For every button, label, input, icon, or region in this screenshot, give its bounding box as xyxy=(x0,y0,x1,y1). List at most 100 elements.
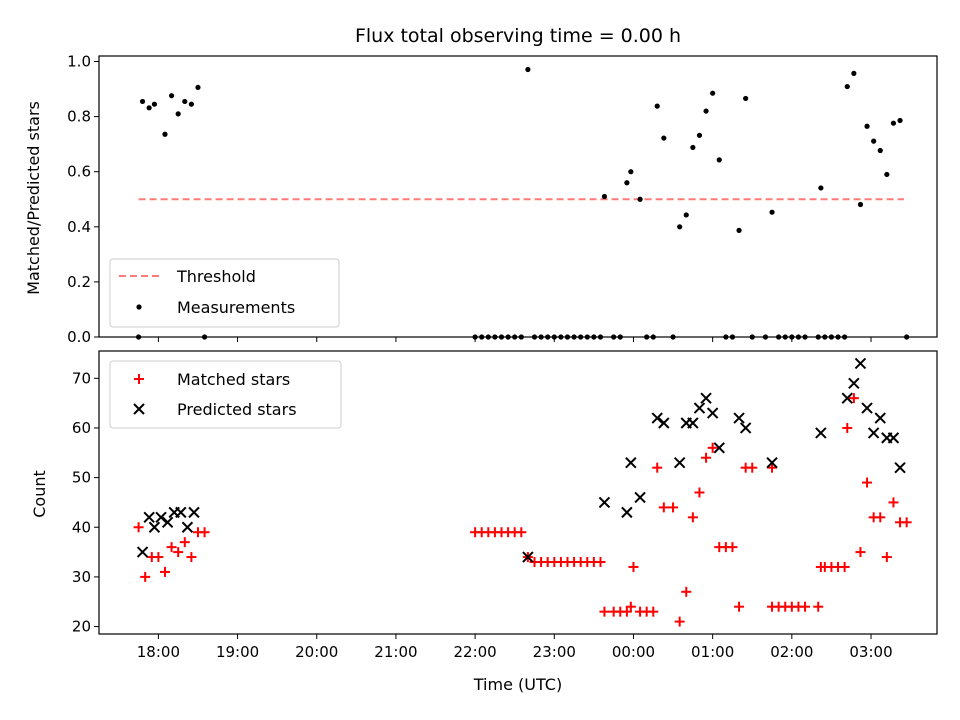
matched-stars-marker xyxy=(516,527,527,538)
predicted-stars-marker xyxy=(739,422,752,434)
predicted-stars-marker xyxy=(874,412,886,424)
x-tick-label: 01:00 xyxy=(691,643,734,661)
x-tick-label: 03:00 xyxy=(849,643,892,661)
measurement-point xyxy=(162,131,168,137)
measurement-point xyxy=(525,66,531,73)
predicted-stars-marker xyxy=(841,392,853,404)
predicted-stars-marker xyxy=(894,461,906,474)
predicted-stars-marker xyxy=(651,412,663,424)
matched-stars-marker xyxy=(701,452,712,463)
measurement-point xyxy=(851,70,857,76)
measurement-point xyxy=(844,83,850,90)
matched-stars-marker xyxy=(186,552,197,563)
legend-matched-label: Matched stars xyxy=(177,370,290,389)
bottom-ylabel: Count xyxy=(30,470,49,518)
x-tick-label: 02:00 xyxy=(770,643,813,661)
x-tick-label: 18:00 xyxy=(137,643,180,661)
y-tick-label: 50 xyxy=(72,469,91,487)
x-tick-label: 20:00 xyxy=(295,643,338,661)
matched-stars-marker xyxy=(747,462,758,473)
measurement-point xyxy=(175,111,181,117)
predicted-stars-marker xyxy=(181,521,194,533)
measurement-point xyxy=(624,180,630,186)
matched-stars-marker xyxy=(727,542,738,553)
x-tick-label: 00:00 xyxy=(612,643,655,661)
matched-stars-marker xyxy=(855,547,866,558)
measurement-point xyxy=(182,98,188,105)
predicted-stars-marker xyxy=(867,427,880,439)
matched-stars-marker xyxy=(159,566,170,577)
measurement-point xyxy=(871,138,877,144)
legend: Threshold Measurements xyxy=(109,258,340,328)
matched-stars-marker xyxy=(628,561,639,572)
measurement-point xyxy=(683,212,689,218)
predicted-stars-marker xyxy=(155,511,167,524)
measurement-point xyxy=(146,105,152,111)
measurement-point xyxy=(661,135,667,141)
measurement-point xyxy=(696,132,703,138)
predicted-stars-marker xyxy=(658,417,670,429)
predicted-stars-marker xyxy=(136,546,149,558)
predicted-stars-marker xyxy=(733,412,745,424)
measurement-point xyxy=(890,120,897,126)
predicted-stars-marker xyxy=(848,377,860,389)
legend-threshold-label: Threshold xyxy=(176,267,256,286)
measurement-point xyxy=(151,101,158,107)
matched-stars-marker xyxy=(767,462,778,473)
measurement-point xyxy=(769,209,775,215)
measurement-point xyxy=(188,101,194,107)
legend-matched-swatch xyxy=(134,374,144,384)
measurement-point xyxy=(195,84,201,91)
matched-stars-marker xyxy=(668,502,679,513)
predicted-stars-marker xyxy=(673,457,686,469)
x-tick-label: 21:00 xyxy=(374,643,417,661)
matched-stars-marker xyxy=(881,552,892,563)
matched-stars-marker xyxy=(599,606,610,617)
y-tick-label: 0.4 xyxy=(67,218,91,236)
measurement-point xyxy=(690,144,696,151)
matched-stars-marker xyxy=(173,547,184,558)
legend-box xyxy=(109,360,342,429)
legend-predicted-label: Predicted stars xyxy=(177,400,297,419)
matched-stars-marker xyxy=(652,462,663,473)
legend-measurements-label: Measurements xyxy=(177,298,295,317)
predicted-stars-marker xyxy=(625,457,637,469)
matched-stars-marker xyxy=(140,571,151,582)
matched-stars-marker xyxy=(848,393,859,404)
predicted-stars-marker xyxy=(522,551,534,563)
matched-stars-marker xyxy=(800,601,811,612)
matched-stars-marker xyxy=(734,601,745,612)
measurement-point xyxy=(818,185,824,191)
predicted-stars-marker xyxy=(598,496,611,509)
matched-stars-marker xyxy=(674,616,685,627)
y-tick-label: 70 xyxy=(72,369,91,387)
matched-stars-marker xyxy=(625,601,636,612)
matched-stars-marker xyxy=(813,601,824,612)
y-tick-label: 30 xyxy=(72,568,91,586)
predicted-stars-marker xyxy=(706,407,719,419)
predicted-stars-marker xyxy=(188,506,200,519)
matched-stars-marker xyxy=(839,561,850,572)
y-tick-label: 1.0 xyxy=(67,53,91,71)
matched-stars-marker xyxy=(707,442,718,453)
measurement-point xyxy=(637,196,643,202)
measurement-point xyxy=(139,98,146,105)
legend: Matched stars Predicted stars xyxy=(109,360,342,429)
measurement-point xyxy=(168,93,175,99)
y-tick-label: 0.0 xyxy=(67,328,91,346)
matched-stars-marker xyxy=(658,502,669,513)
measurement-point xyxy=(897,117,903,124)
measurement-point xyxy=(677,224,683,230)
predicted-stars-marker xyxy=(621,506,633,519)
legend-box xyxy=(109,258,340,328)
predicted-stars-marker xyxy=(815,427,827,439)
predicted-stars-marker xyxy=(143,511,155,524)
measurement-point xyxy=(601,193,608,200)
legend-predicted-swatch xyxy=(133,403,145,415)
y-tick-label: 60 xyxy=(72,419,91,437)
matched-stars-marker xyxy=(862,477,873,488)
legend-measurements-swatch xyxy=(136,304,142,310)
chart-title: Flux total observing time = 0.00 h xyxy=(355,25,681,47)
measurement-point xyxy=(716,157,722,163)
